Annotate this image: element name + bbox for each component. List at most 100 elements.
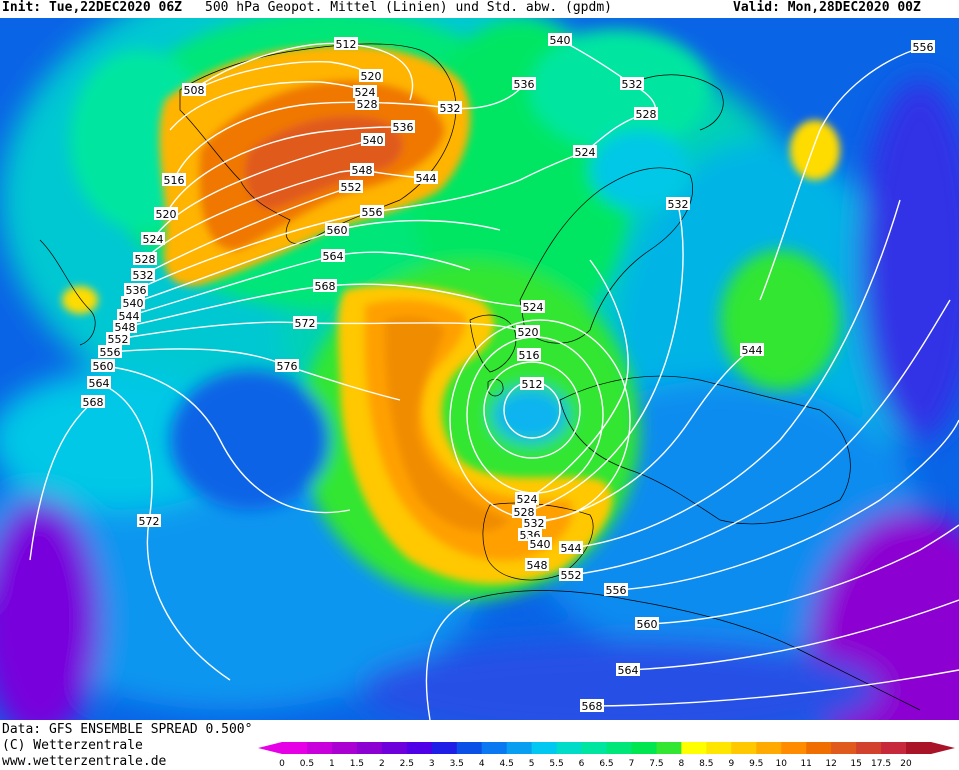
contour-label: 572 — [137, 514, 161, 528]
colorbar-box — [706, 742, 732, 754]
svg-text:556: 556 — [606, 584, 627, 597]
contour-label: 552 — [339, 180, 363, 194]
svg-text:572: 572 — [295, 317, 316, 330]
parameter-label: 500 hPa Geopot. Mittel (Linien) und Std.… — [205, 0, 612, 15]
contour-label: 548 — [350, 163, 374, 177]
contour-label: 544 — [559, 541, 583, 555]
colorbar-box — [556, 742, 583, 754]
svg-text:560: 560 — [93, 360, 114, 373]
contour-label: 568 — [81, 395, 105, 409]
colorbar-boxes — [258, 742, 955, 754]
colorbar-box — [906, 742, 932, 754]
colorbar-tick-label: 3 — [429, 759, 435, 769]
svg-text:568: 568 — [83, 396, 104, 409]
contour-label: 568 — [580, 699, 604, 713]
colorbar-tick-label: 12 — [825, 759, 836, 769]
svg-text:544: 544 — [416, 172, 437, 185]
contour-label: 536 — [512, 77, 536, 91]
colorbar-tick-label: 8.5 — [699, 759, 713, 769]
contour-label: 556 — [604, 583, 628, 597]
svg-text:572: 572 — [139, 515, 160, 528]
colorbar-box — [831, 742, 857, 754]
colorbar-box — [456, 742, 483, 754]
colorbar-box — [731, 742, 757, 754]
colorbar-box — [306, 742, 333, 754]
svg-text:540: 540 — [363, 134, 384, 147]
copyright-label: (C) Wetterzentrale — [2, 738, 143, 753]
colorbar-tick-label: 9 — [728, 759, 734, 769]
contour-label: 536 — [124, 283, 148, 297]
contour-label: 540 — [548, 33, 572, 47]
colorbar-tick-label: 2 — [379, 759, 385, 769]
contour-label: 544 — [414, 171, 438, 185]
contour-label: 524 — [141, 232, 165, 246]
contour-label: 548 — [525, 558, 549, 572]
colorbar-box — [531, 742, 558, 754]
colorbar: 0 0.5 1 1.5 2 2.5 3 3.5 4 4.5 5 5.5 6 6.5 7 7.5 8 8.5 9 9.5… — [258, 742, 955, 769]
contour-label: 532 — [438, 101, 462, 115]
colorbar-ticks: 0 0.5 1 1.5 2 2.5 3 3.5 4 4.5 5 5.5 6 6.5 7 7.5 8 8.5 9 9.5… — [279, 759, 912, 769]
colorbar-tick-label: 5 — [529, 759, 535, 769]
svg-text:544: 544 — [742, 344, 763, 357]
colorbar-tick-label: 15 — [850, 759, 861, 769]
contour-label: 532 — [620, 77, 644, 91]
svg-text:556: 556 — [913, 41, 934, 54]
contour-label: 528 — [133, 252, 157, 266]
website-label: www.wetterzentrale.de — [2, 754, 167, 769]
colorbar-box — [356, 742, 383, 754]
colorbar-tick-label: 8 — [679, 759, 685, 769]
contour-label: 540 — [361, 133, 385, 147]
colorbar-tick-label: 9.5 — [749, 759, 763, 769]
svg-text:568: 568 — [582, 700, 603, 713]
svg-text:532: 532 — [524, 517, 545, 530]
contour-label: 560 — [635, 617, 659, 631]
contour-label: 556 — [911, 40, 935, 54]
contour-label: 532 — [522, 516, 546, 530]
svg-text:544: 544 — [561, 542, 582, 555]
svg-text:556: 556 — [100, 346, 121, 359]
svg-text:524: 524 — [143, 233, 164, 246]
contour-label: 512 — [334, 37, 358, 51]
chart-header: Init: Tue,22DEC2020 06Z 500 hPa Geopot. … — [0, 0, 959, 18]
contour-label: 556 — [98, 345, 122, 359]
contour-label: 528 — [355, 97, 379, 111]
contour-label: 552 — [106, 332, 130, 346]
colorbar-box — [381, 742, 408, 754]
spread-field-high — [62, 45, 840, 584]
colorbar-box — [606, 742, 632, 754]
colorbar-box — [481, 742, 508, 754]
contour-label: 532 — [666, 197, 690, 211]
contour-label: 532 — [131, 268, 155, 282]
colorbar-tick-label: 10 — [776, 759, 788, 769]
contour-label: 524 — [521, 300, 545, 314]
svg-text:536: 536 — [126, 284, 147, 297]
svg-text:524: 524 — [355, 86, 376, 99]
colorbar-tick-label: 7 — [629, 759, 635, 769]
contour-label: 540 — [528, 537, 552, 551]
colorbar-tick-label: 5.5 — [549, 759, 563, 769]
colorbar-box — [756, 742, 782, 754]
colorbar-box — [806, 742, 832, 754]
contour-label: 564 — [87, 376, 111, 390]
svg-text:528: 528 — [135, 253, 156, 266]
svg-text:548: 548 — [527, 559, 548, 572]
contour-label: 564 — [321, 249, 345, 263]
svg-text:552: 552 — [108, 333, 129, 346]
svg-text:532: 532 — [133, 269, 154, 282]
svg-text:540: 540 — [550, 34, 571, 47]
contour-label: 520 — [154, 207, 178, 221]
svg-text:568: 568 — [315, 280, 336, 293]
colorbar-box — [282, 742, 308, 754]
svg-text:560: 560 — [327, 224, 348, 237]
colorbar-arrow-right — [931, 742, 955, 754]
contour-label: 576 — [275, 359, 299, 373]
contour-label: 508 — [182, 83, 206, 97]
colorbar-box — [631, 742, 657, 754]
colorbar-tick-label: 4 — [479, 759, 485, 769]
contour-label: 548 — [113, 320, 137, 334]
colorbar-tick-label: 11 — [800, 759, 811, 769]
contour-label: 560 — [91, 359, 115, 373]
svg-text:528: 528 — [636, 108, 657, 121]
contour-label: 536 — [391, 120, 415, 134]
init-time-label: Init: Tue,22DEC2020 06Z — [2, 0, 183, 15]
